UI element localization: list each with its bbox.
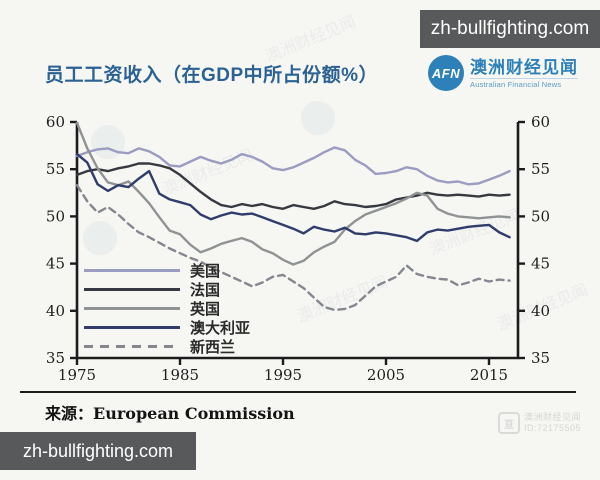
faint-logo-watermark: [83, 221, 117, 255]
afn-logo-name-cn: 澳洲财经见闻: [470, 57, 578, 77]
series-line-uk: [75, 121, 511, 266]
afn-logo: AFN 澳洲财经见闻 Australian Financial News: [428, 55, 578, 91]
y-axis-tick-label-right: 55: [531, 160, 550, 178]
x-axis-tick-label: 1995: [264, 366, 302, 384]
id-watermark: 亘 澳洲财经见闻 ID:72175505: [498, 412, 581, 434]
axis-frame: [75, 122, 520, 360]
watermark-site-text: zh-bullfighting.com: [430, 18, 590, 39]
source-line: 来源：European Commission: [45, 400, 295, 424]
watermark-banner-bottom: zh-bullfighting.com: [0, 432, 196, 470]
afn-square-mark-icon: 亘: [498, 412, 520, 434]
legend-swatch-usa: [84, 269, 180, 272]
x-axis-tick-label: 2005: [367, 366, 405, 384]
legend-label-france: 法国: [190, 282, 221, 299]
series-line-france: [75, 162, 511, 211]
legend-swatch-uk: [84, 307, 180, 310]
x-axis-tick-label: 1975: [58, 366, 96, 384]
chart-legend: 美国法国英国澳大利亚新西兰: [84, 261, 250, 356]
watermark-site-text: zh-bullfighting.com: [22, 440, 174, 461]
y-axis-tick-label-right: 60: [531, 113, 550, 131]
legend-item-france: 法国: [84, 280, 250, 299]
x-axis-tick-label: 2015: [470, 366, 508, 384]
faint-logo-watermark: [91, 125, 125, 159]
y-axis-tick-label-left: 35: [46, 349, 65, 367]
faint-text-watermark: 澳洲财经见闻: [295, 273, 391, 326]
series-line-usa: [75, 146, 511, 186]
legend-swatch-australia: [84, 326, 180, 329]
legend-item-uk: 英国: [84, 299, 250, 318]
legend-item-new-zealand: 新西兰: [84, 337, 250, 356]
legend-item-australia: 澳大利亚: [84, 318, 250, 337]
afn-logo-name-en: Australian Financial News: [470, 77, 578, 89]
faint-text-watermark: 澳洲财经见闻: [427, 206, 523, 259]
y-axis-tick-label-left: 50: [46, 207, 65, 225]
chart-title: 员工工资收入（在GDP中所占份额%）: [45, 65, 379, 86]
y-axis-tick-label-right: 40: [531, 302, 550, 320]
legend-item-usa: 美国: [84, 261, 250, 280]
legend-label-uk: 英国: [190, 301, 221, 318]
y-axis-tick-label-right: 45: [531, 255, 550, 273]
id-watermark-name: 澳洲财经见闻: [524, 412, 582, 422]
faint-logo-watermark: [301, 101, 335, 135]
legend-swatch-france: [84, 288, 180, 291]
x-axis-tick-label: 1985: [161, 366, 199, 384]
series-line-australia: [75, 152, 511, 243]
y-axis-tick-label-right: 50: [531, 207, 550, 225]
y-axis-tick-label-left: 40: [46, 302, 65, 320]
legend-label-australia: 澳大利亚: [190, 320, 251, 337]
series-line-new-zealand: [75, 183, 511, 312]
y-axis-tick-label-left: 45: [46, 255, 65, 273]
footer-divider: [20, 391, 576, 393]
source-label: 来源：: [45, 404, 94, 423]
y-axis-tick-label-right: 35: [531, 349, 550, 367]
source-value: European Commission: [93, 404, 295, 423]
faint-text-watermark: 澳洲财经见闻: [263, 13, 359, 66]
watermark-banner-top: zh-bullfighting.com: [420, 10, 600, 48]
legend-swatch-new-zealand: [84, 345, 180, 348]
id-watermark-id: ID:72175505: [524, 423, 582, 433]
legend-label-usa: 美国: [190, 263, 221, 280]
y-axis-tick-label-left: 55: [46, 160, 65, 178]
y-axis-tick-label-left: 60: [46, 113, 65, 131]
legend-label-new-zealand: 新西兰: [190, 339, 236, 356]
afn-logo-icon: AFN: [428, 55, 464, 91]
